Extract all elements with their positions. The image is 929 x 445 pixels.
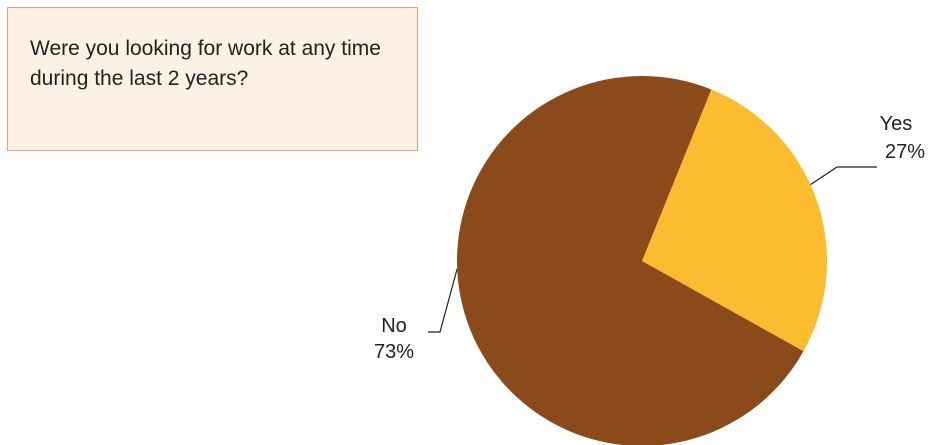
leader-line-no	[428, 268, 458, 333]
slice-label-yes: Yes	[880, 113, 913, 135]
slice-label-no: No	[381, 315, 407, 337]
slice-value-yes: 27%	[885, 141, 925, 163]
question-text: Were you looking for work at any time du…	[30, 37, 381, 90]
leader-line-yes	[810, 166, 877, 186]
slice-value-no: 73%	[374, 341, 414, 363]
question-box: Were you looking for work at any time du…	[7, 7, 418, 151]
pie-slice-yes	[642, 89, 827, 352]
pie-slice-no	[457, 76, 804, 445]
